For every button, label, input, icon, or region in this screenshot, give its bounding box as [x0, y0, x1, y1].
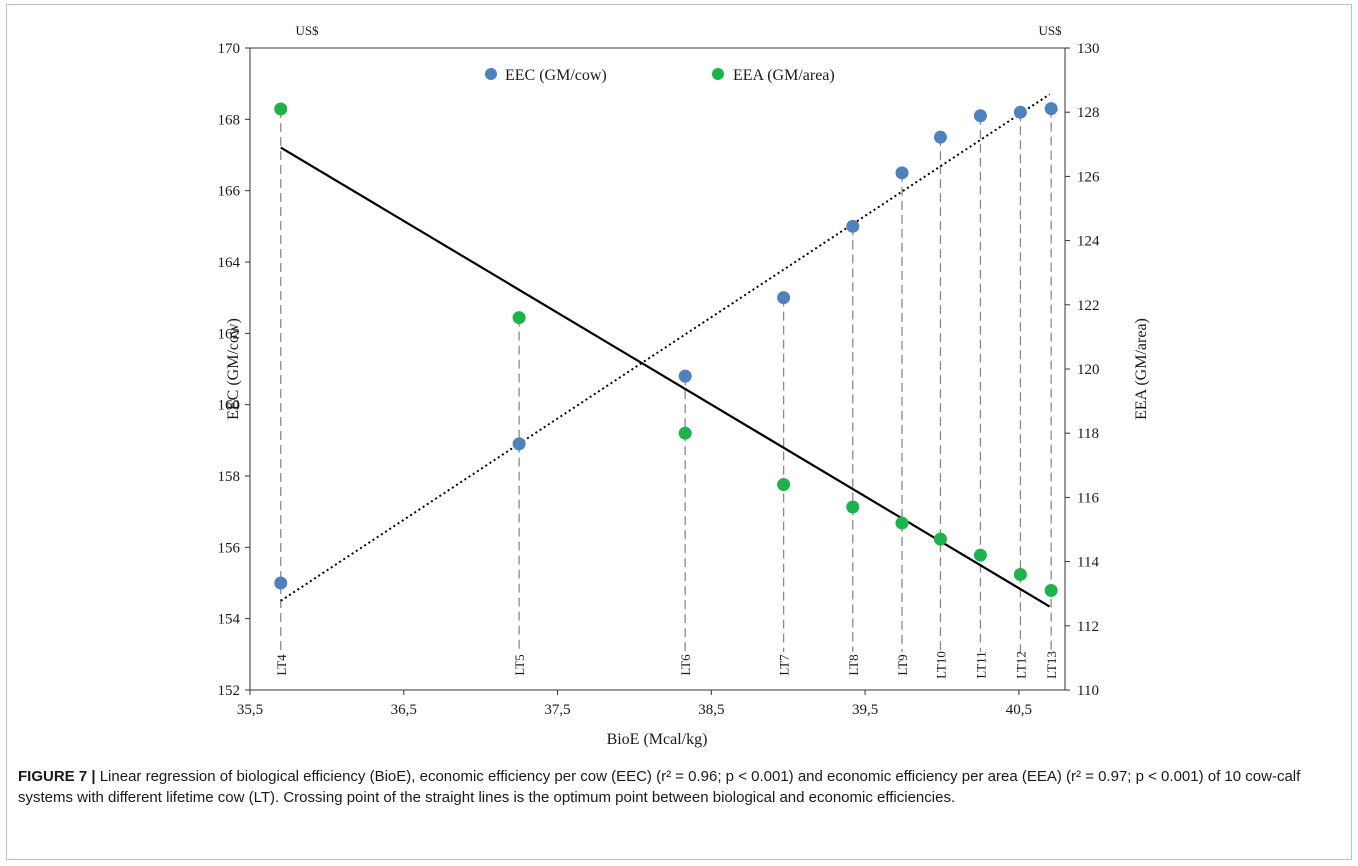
right-unit-label: US$ [1038, 23, 1062, 38]
right-axis-title: EEA (GM/area) [1133, 318, 1150, 420]
legend-eea-label: EEA (GM/area) [733, 67, 835, 84]
legend: EEC (GM/cow) EEA (GM/area) [485, 67, 835, 84]
x-tick-label: 36,5 [391, 702, 417, 718]
legend-eec-label: EEC (GM/cow) [505, 67, 607, 84]
figure-label: FIGURE 7 | [18, 768, 96, 785]
x-tick-label: 39,5 [852, 702, 878, 718]
eea-point [274, 102, 288, 116]
y-right-tick-label: 120 [1077, 362, 1100, 378]
y-right-tick-label: 130 [1077, 41, 1100, 57]
lt-label: LT10 [933, 651, 948, 679]
y-right-tick-label: 124 [1077, 234, 1100, 250]
eec-point [973, 109, 987, 123]
lt-label: LT5 [512, 654, 527, 675]
y-right-tick-label: 110 [1077, 683, 1099, 699]
legend-eea-marker [712, 68, 724, 80]
lt-label: LT8 [846, 654, 861, 675]
plot-area [249, 47, 1066, 691]
y-left-tick-label: 154 [218, 612, 241, 628]
eec-point [777, 291, 791, 305]
eea-point [846, 500, 860, 514]
y-left-tick-label: 152 [218, 683, 241, 699]
y-left-tick-label: 166 [218, 184, 241, 200]
y-right-tick-label: 122 [1077, 298, 1100, 314]
lt-label: LT6 [678, 654, 693, 676]
y-right-tick-label: 128 [1077, 105, 1100, 121]
lt-label: LT11 [973, 651, 988, 678]
eea-point [512, 311, 526, 325]
x-tick-label: 35,5 [237, 702, 263, 718]
eea-point [1013, 567, 1027, 581]
y-right-tick-label: 116 [1077, 490, 1099, 506]
y-right-tick-label: 112 [1077, 619, 1099, 635]
y-right-tick-label: 118 [1077, 426, 1099, 442]
axis-ticks: 35,5 36,5 37,5 38,5 39,5 40,5 152 154 156 158 160 1… [218, 41, 1101, 718]
lt-label: LT4 [274, 654, 289, 676]
y-left-tick-label: 160 [218, 398, 241, 414]
y-left-tick-label: 170 [218, 41, 241, 57]
eec-point [678, 369, 692, 383]
y-left-tick-label: 162 [218, 326, 241, 342]
left-unit-label: US$ [295, 23, 319, 38]
lt-label: LT12 [1013, 651, 1028, 679]
y-left-tick-label: 158 [218, 469, 241, 485]
caption-text: Linear regression of biological efficien… [18, 768, 1301, 806]
eea-point [933, 532, 947, 546]
eec-point [895, 166, 909, 180]
eea-point [895, 516, 909, 530]
eec-point [512, 437, 526, 451]
y-right-tick-label: 126 [1077, 169, 1100, 185]
y-right-tick-label: 114 [1077, 555, 1099, 571]
x-tick-label: 37,5 [544, 702, 570, 718]
eec-point [1044, 102, 1058, 116]
x-axis-title: BioE (Mcal/kg) [607, 731, 708, 748]
x-tick-label: 38,5 [698, 702, 724, 718]
figure-caption: FIGURE 7 | Linear regression of biologic… [18, 766, 1338, 808]
eea-point [777, 478, 791, 492]
lt-label: LT9 [895, 654, 910, 675]
eea-trend-line [280, 146, 1051, 608]
y-left-tick-label: 156 [218, 540, 241, 556]
y-left-tick-label: 164 [218, 255, 241, 271]
x-tick-label: 40,5 [1006, 702, 1032, 718]
eec-point [274, 576, 288, 590]
eec-point [846, 219, 860, 233]
eec-trend-line [280, 93, 1051, 602]
lt-label: LT7 [777, 654, 792, 676]
eea-point [1044, 583, 1058, 597]
y-left-tick-label: 168 [218, 112, 241, 128]
eea-point [678, 426, 692, 440]
lt-markers: LT4 LT5 LT6 LT7 LT8 LT9 LT10 LT11 LT12 LT13 [274, 108, 1059, 679]
lt-label: LT13 [1044, 651, 1059, 679]
eec-point [1013, 105, 1027, 119]
chart: LT4 LT5 LT6 LT7 LT8 LT9 LT10 LT11 LT12 LT13 35,5 3… [218, 23, 1151, 748]
eea-point [973, 548, 987, 562]
eec-point [933, 130, 947, 144]
data-points [274, 102, 1058, 597]
left-axis-title: EEC (GM/cow) [225, 318, 242, 420]
legend-eec-marker [485, 68, 497, 80]
